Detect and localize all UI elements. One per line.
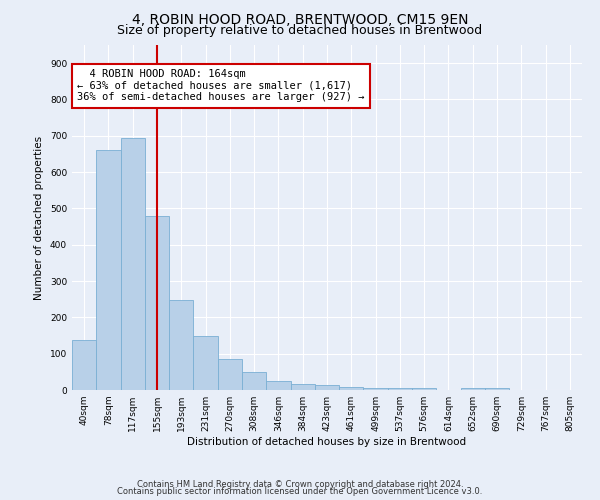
Bar [72,340,96,390]
Text: Contains public sector information licensed under the Open Government Licence v3: Contains public sector information licen… [118,487,482,496]
Bar [388,388,412,390]
Bar [242,372,266,390]
Y-axis label: Number of detached properties: Number of detached properties [34,136,44,300]
Bar [145,216,169,390]
Bar [218,360,242,390]
Text: Size of property relative to detached houses in Brentwood: Size of property relative to detached ho… [118,24,482,37]
Text: 4 ROBIN HOOD ROAD: 164sqm
← 63% of detached houses are smaller (1,617)
36% of se: 4 ROBIN HOOD ROAD: 164sqm ← 63% of detac… [77,69,365,102]
Text: 4, ROBIN HOOD ROAD, BRENTWOOD, CM15 9EN: 4, ROBIN HOOD ROAD, BRENTWOOD, CM15 9EN [132,12,468,26]
Bar [169,300,193,390]
Text: Contains HM Land Registry data © Crown copyright and database right 2024.: Contains HM Land Registry data © Crown c… [137,480,463,489]
Bar [121,138,145,390]
Bar [485,388,509,390]
Bar [461,388,485,390]
Bar [96,150,121,390]
Bar [266,382,290,390]
Bar [290,384,315,390]
Bar [364,388,388,390]
Bar [412,388,436,390]
Bar [315,385,339,390]
Bar [193,336,218,390]
Bar [339,387,364,390]
X-axis label: Distribution of detached houses by size in Brentwood: Distribution of detached houses by size … [187,437,467,447]
